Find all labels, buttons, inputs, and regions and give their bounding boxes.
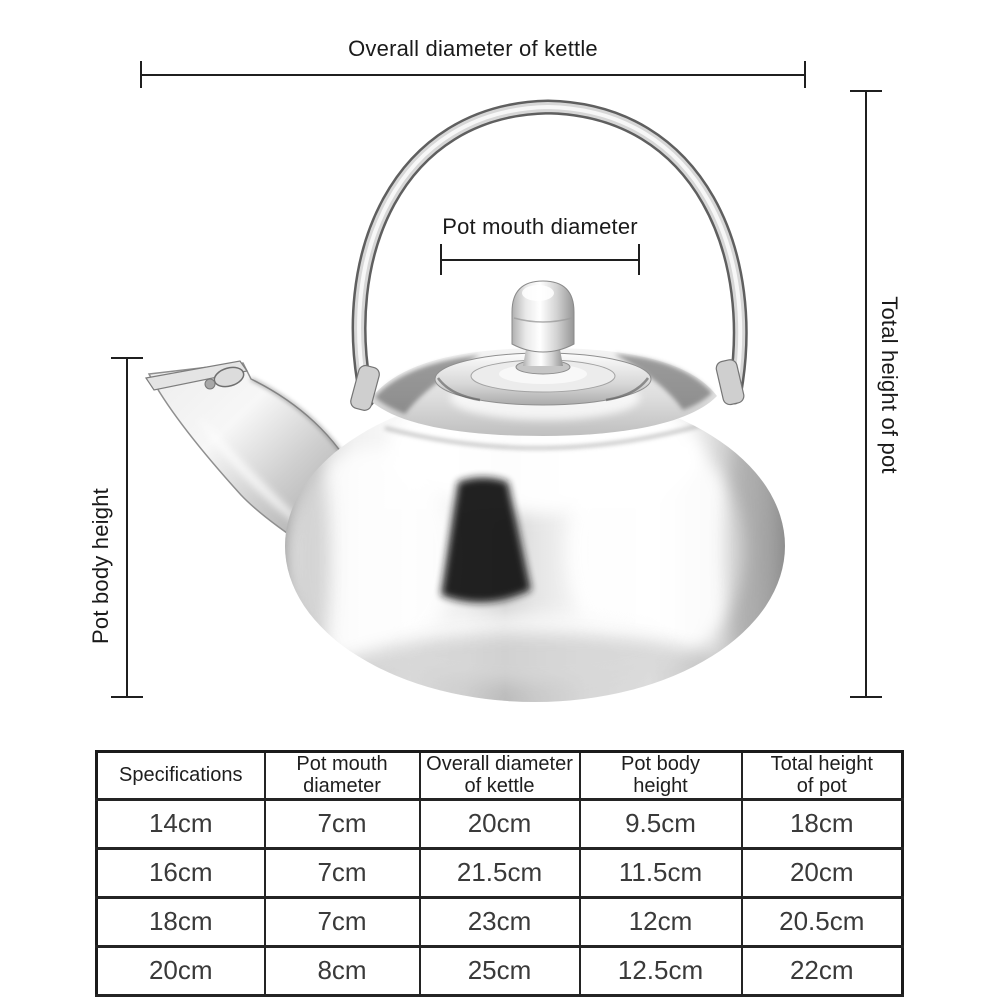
- table-cell: 20cm: [418, 797, 581, 850]
- table-cell: 16cm: [95, 846, 266, 899]
- header-cell-overall-diameter: Overall diameter of kettle: [418, 750, 581, 801]
- pot-body-height-label: Pot body height: [88, 488, 113, 644]
- table-cell: 22cm: [740, 944, 904, 997]
- header-cell-total-height: Total height of pot: [740, 750, 904, 801]
- dimension-tick: [638, 244, 640, 275]
- table-cell: 12.5cm: [578, 944, 743, 997]
- table-cell: 21.5cm: [418, 846, 581, 899]
- kettle-handle-icon: [351, 99, 748, 408]
- dimension-tick: [111, 696, 143, 698]
- dimension-tick: [111, 357, 143, 359]
- spec-table-header-row: Specifications Pot mouth diameter Overal…: [95, 750, 904, 801]
- total-height-label: Total height of pot: [877, 296, 902, 474]
- header-cell-specifications: Specifications: [95, 750, 266, 801]
- table-row: 14cm 7cm 20cm 9.5cm 18cm: [95, 797, 904, 850]
- dimension-tick: [850, 696, 882, 698]
- table-cell: 7cm: [263, 846, 421, 899]
- table-cell: 8cm: [263, 944, 421, 997]
- header-cell-pot-mouth-diameter: Pot mouth diameter: [263, 750, 421, 801]
- spec-table: Specifications Pot mouth diameter Overal…: [95, 750, 904, 997]
- total-height-dimension-line: [850, 90, 882, 698]
- table-row: 18cm 7cm 23cm 12cm 20.5cm: [95, 895, 904, 948]
- table-cell: 20cm: [95, 944, 266, 997]
- spec-table-body: 14cm 7cm 20cm 9.5cm 18cm 16cm 7cm 21.5cm…: [95, 797, 904, 997]
- pot-mouth-diameter-label: Pot mouth diameter: [442, 214, 638, 239]
- handle-fitting-right-icon: [715, 359, 745, 406]
- pot-body-height-dimension-line: [111, 357, 143, 698]
- table-cell: 11.5cm: [578, 846, 743, 899]
- dimension-tick: [804, 61, 806, 88]
- table-cell: 18cm: [95, 895, 266, 948]
- table-cell: 23cm: [418, 895, 581, 948]
- table-cell: 20cm: [740, 846, 904, 899]
- table-cell: 14cm: [95, 797, 266, 850]
- dimension-tick: [440, 244, 442, 275]
- header-cell-pot-body-height: Pot body height: [578, 750, 743, 801]
- table-cell: 20.5cm: [740, 895, 904, 948]
- table-cell: 25cm: [418, 944, 581, 997]
- overall-diameter-dimension-line: [140, 61, 806, 88]
- table-row: 20cm 8cm 25cm 12.5cm 22cm: [95, 944, 904, 997]
- table-cell: 7cm: [263, 895, 421, 948]
- table-cell: 9.5cm: [578, 797, 743, 850]
- table-cell: 18cm: [740, 797, 904, 850]
- kettle-knob-icon: [511, 280, 575, 375]
- kettle-body-icon: [285, 390, 785, 702]
- dimension-tick: [140, 61, 142, 88]
- table-cell: 7cm: [263, 797, 421, 850]
- pot-mouth-dimension-line: [440, 244, 640, 275]
- overall-diameter-label: Overall diameter of kettle: [348, 36, 598, 61]
- table-cell: 12cm: [578, 895, 743, 948]
- spec-table-head: Specifications Pot mouth diameter Overal…: [95, 750, 904, 801]
- dimension-tick: [850, 90, 882, 92]
- table-row: 16cm 7cm 21.5cm 11.5cm 20cm: [95, 846, 904, 899]
- handle-fitting-left-icon: [350, 364, 380, 411]
